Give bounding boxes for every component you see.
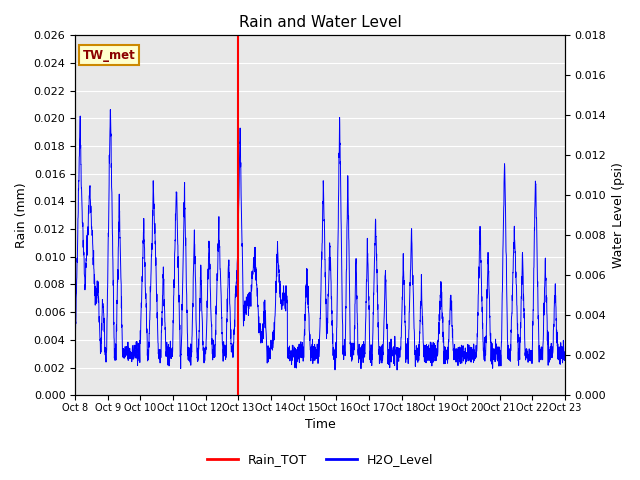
H2O_Level: [499, 247, 507, 253]
Legend: Rain_TOT, H2O_Level: Rain_TOT, H2O_Level: [202, 448, 438, 471]
H2O_Level: [156, 348, 164, 354]
H2O_Level: [259, 336, 267, 341]
H2O_Level: [552, 293, 559, 299]
H2O_Level: [280, 296, 288, 302]
H2O_Level: [107, 107, 115, 112]
Text: TW_met: TW_met: [83, 49, 135, 62]
Y-axis label: Rain (mm): Rain (mm): [15, 182, 28, 248]
Y-axis label: Water Level (psi): Water Level (psi): [612, 162, 625, 268]
Line: H2O_Level: H2O_Level: [75, 109, 565, 370]
X-axis label: Time: Time: [305, 419, 335, 432]
H2O_Level: [71, 348, 79, 354]
Title: Rain and Water Level: Rain and Water Level: [239, 15, 401, 30]
H2O_Level: [127, 354, 135, 360]
H2O_Level: [393, 367, 401, 373]
H2O_Level: [561, 352, 569, 358]
